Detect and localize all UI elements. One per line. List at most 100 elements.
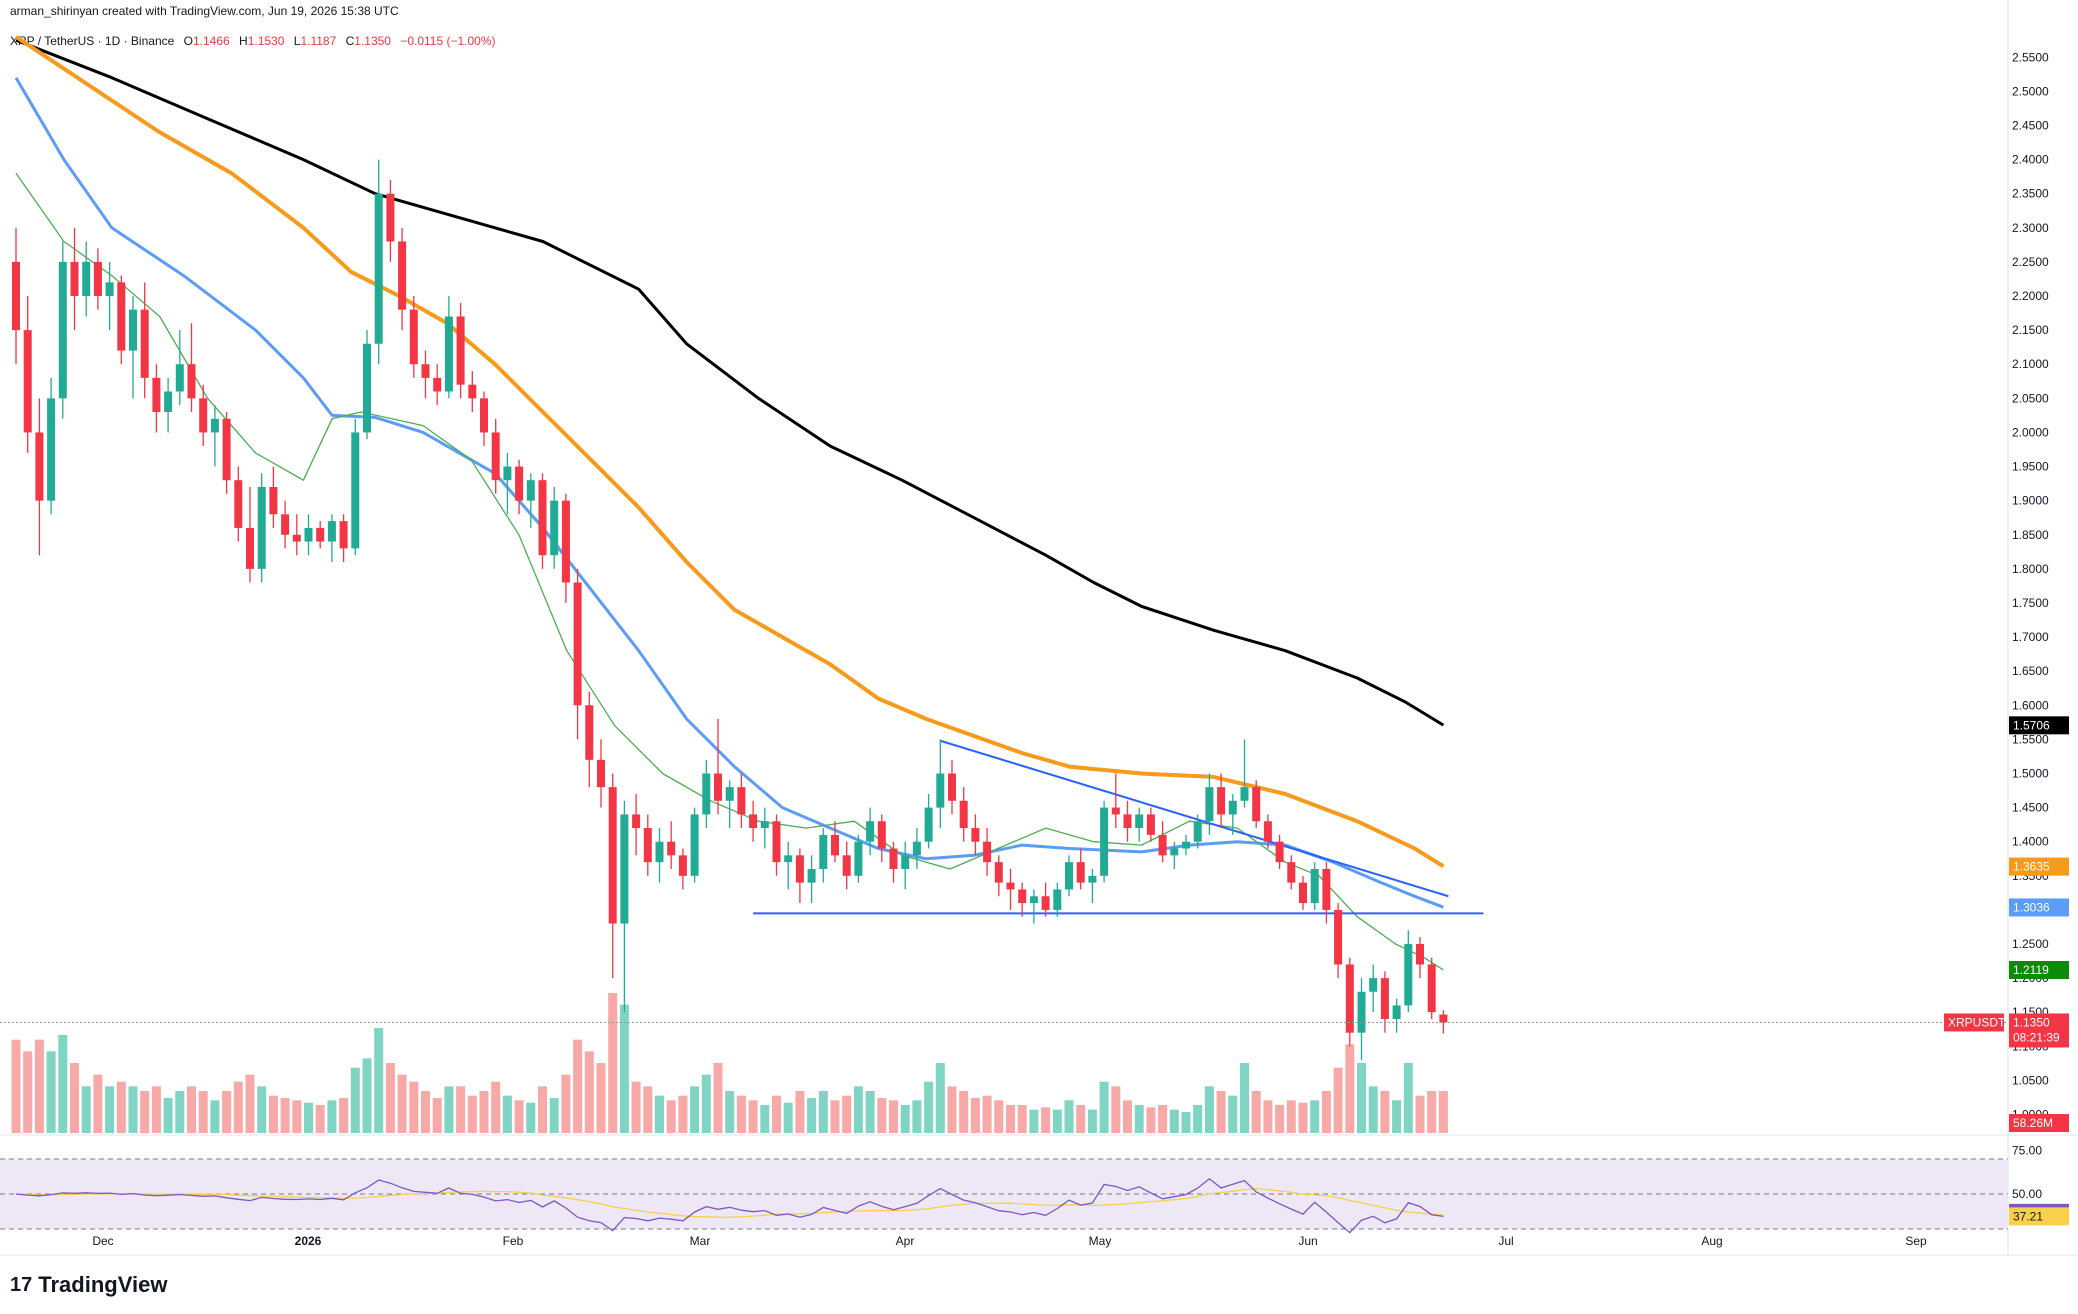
candle-body: [316, 527, 325, 542]
volume-bar: [1193, 1105, 1203, 1133]
candlestick-series: [12, 159, 1448, 1060]
volume-bar: [1216, 1091, 1226, 1133]
tradingview-logo-icon: 17: [10, 1273, 33, 1296]
high-label: H: [239, 34, 248, 48]
candle: [807, 855, 816, 904]
tradingview-logo-text: TradingView: [38, 1272, 168, 1297]
candle-body: [620, 814, 629, 924]
candle-body: [971, 828, 980, 842]
candle-body: [1158, 834, 1167, 856]
candle: [187, 323, 196, 412]
candle-body: [468, 384, 477, 399]
volume-bar: [713, 1063, 723, 1133]
candle-body: [1275, 841, 1284, 863]
volume-bar: [280, 1098, 290, 1133]
ema50-tag: [2009, 898, 2069, 917]
candle: [1392, 998, 1401, 1033]
volume-bar: [1415, 1095, 1425, 1133]
volume-bar: [1204, 1086, 1214, 1133]
candle-body: [386, 193, 395, 242]
volume-bar: [81, 1086, 91, 1133]
candle: [702, 759, 711, 829]
candle-body: [210, 418, 219, 433]
candle: [164, 377, 173, 433]
volume-bar: [151, 1086, 161, 1133]
volume-bar: [678, 1095, 688, 1133]
volume-bar: [1263, 1100, 1273, 1133]
volume-bar: [1076, 1105, 1086, 1133]
volume-bar: [1146, 1107, 1156, 1133]
volume-bar: [736, 1095, 746, 1133]
countdown-label: 08:21:39: [2013, 1030, 2060, 1044]
candle: [1228, 793, 1237, 835]
price-tick-label: 2.5500: [2012, 50, 2049, 64]
tradingview-logo[interactable]: 17 TradingView: [10, 1272, 167, 1298]
candle: [655, 828, 664, 883]
volume-bar: [502, 1095, 512, 1133]
volume-bar: [1321, 1091, 1331, 1133]
candle-body: [538, 480, 547, 556]
candle-body: [1345, 964, 1354, 1033]
close-label: C: [345, 34, 355, 48]
candle-body: [1123, 814, 1132, 829]
candle: [480, 391, 488, 447]
candle: [1287, 855, 1296, 890]
candle: [129, 296, 137, 399]
symbol-name[interactable]: XRP / TetherUS · 1D · Binance: [10, 34, 175, 48]
candle: [363, 330, 371, 440]
candle: [526, 473, 535, 528]
candle-body: [187, 364, 196, 399]
candle-body: [1322, 868, 1331, 910]
high-value: 1.1530: [247, 34, 285, 48]
candle-body: [1006, 882, 1015, 890]
candle: [1404, 930, 1413, 1013]
candle: [819, 828, 828, 883]
candle: [1275, 834, 1284, 869]
volume-bar: [1392, 1100, 1402, 1133]
volume-bar: [1087, 1109, 1097, 1133]
volume-bar: [795, 1091, 805, 1133]
candle: [561, 493, 570, 603]
candle-body: [515, 466, 524, 501]
candle-body: [667, 841, 676, 856]
ema200-tag: [2009, 716, 2069, 735]
volume-bar: [46, 1051, 56, 1133]
candle-body: [1135, 814, 1144, 829]
candle: [1345, 957, 1354, 1047]
volume-bar: [292, 1100, 302, 1133]
candle-body: [632, 814, 641, 829]
candle: [339, 514, 348, 563]
candle-body: [1217, 787, 1226, 815]
candle-body: [456, 316, 465, 385]
candle: [795, 848, 804, 904]
candle-body: [398, 241, 407, 310]
candle: [585, 691, 594, 788]
volume-bar: [1403, 1063, 1413, 1133]
volume-bar: [748, 1100, 758, 1133]
candle: [1240, 739, 1249, 808]
candle-body: [304, 527, 313, 542]
ma20-tag: [2009, 961, 2069, 980]
candle-body: [12, 261, 20, 331]
volume-bar: [924, 1081, 934, 1133]
candle-body: [140, 309, 149, 378]
candle: [351, 418, 360, 556]
candle: [948, 759, 956, 815]
descending-trendline: [940, 739, 1449, 898]
candle: [140, 282, 149, 399]
volume-bar: [807, 1098, 817, 1133]
volume-bar: [1134, 1105, 1144, 1133]
candle-body: [82, 261, 91, 297]
price-tick-label: 2.4000: [2012, 153, 2049, 167]
price-tick-label: 2.0000: [2012, 425, 2049, 439]
volume-bar: [865, 1091, 875, 1133]
candle: [889, 841, 898, 883]
candle: [409, 296, 418, 378]
candle-body: [1076, 862, 1085, 883]
candle-body: [854, 841, 863, 876]
volume-bar: [163, 1098, 173, 1133]
price-tick-label: 1.5500: [2012, 732, 2049, 746]
candle: [421, 350, 430, 399]
open-label: O: [183, 34, 193, 48]
